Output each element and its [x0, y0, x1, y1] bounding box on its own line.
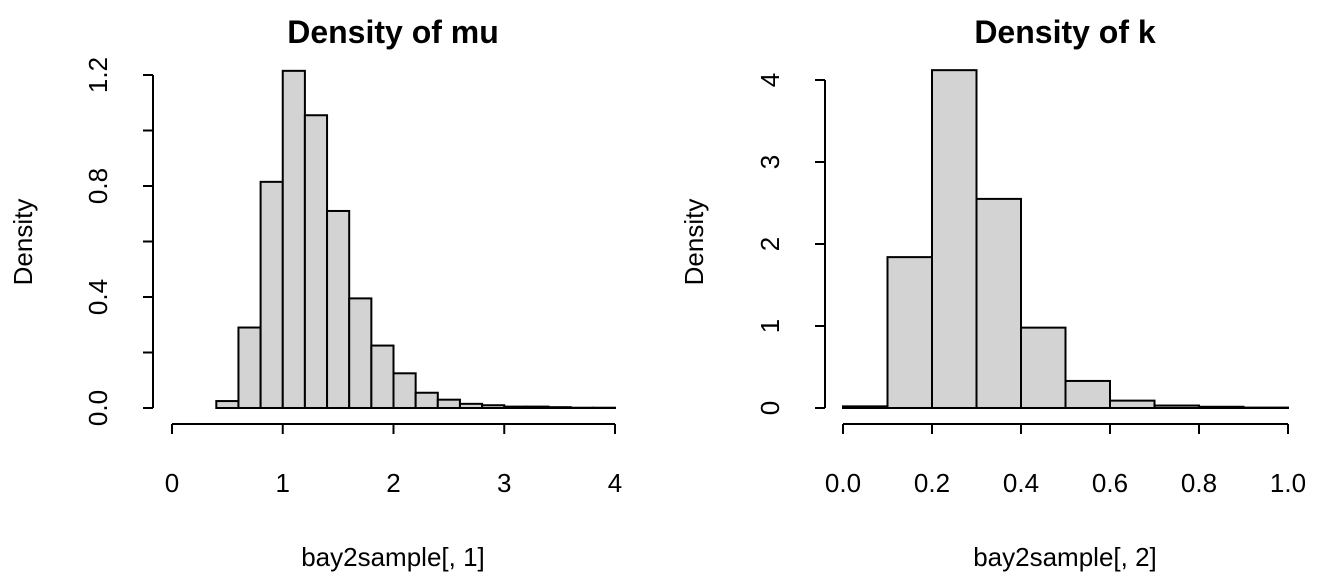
y-tick-label: 0.4	[83, 279, 113, 315]
y-tick-label: 0.0	[83, 390, 113, 426]
x-axis: 0.0 0.2 0.4 0.6 0.8 1.0	[825, 423, 1306, 498]
x-tick-label: 0.0	[825, 468, 861, 498]
histogram-bar	[525, 405, 550, 409]
x-tick-label: 0.8	[1181, 468, 1217, 498]
chart-title: Density of mu	[287, 14, 499, 50]
histogram-bars	[215, 69, 616, 410]
x-tick-label: 0.6	[1092, 468, 1128, 498]
histogram-bar	[392, 372, 417, 409]
x-tick-label: 0.4	[1003, 468, 1039, 498]
histogram-bar	[237, 326, 262, 409]
y-tick-label: 3	[755, 155, 785, 169]
y-tick-label: 2	[755, 237, 785, 251]
histogram-bar	[481, 404, 506, 410]
y-axis-label: Density	[679, 199, 709, 286]
histogram-bar	[259, 180, 284, 409]
histogram-bar	[842, 405, 889, 409]
histogram-bar	[326, 209, 351, 409]
histogram-bar	[1198, 405, 1245, 409]
y-axis: 0.0 0.4 0.8 1.2	[83, 57, 154, 426]
y-tick-label: 1.2	[83, 57, 113, 93]
histogram-bar	[370, 344, 395, 409]
x-tick-label: 1	[276, 468, 290, 498]
y-tick-label: 4	[755, 73, 785, 87]
histogram-bar	[281, 69, 306, 409]
y-axis: 0 1 2 3 4	[755, 73, 826, 415]
histogram-bar	[1064, 379, 1111, 410]
panel-density-k: Density of k bay2sample[, 2] Density 0.0…	[679, 14, 1306, 572]
histogram-bar	[931, 69, 978, 409]
chart-title: Density of k	[974, 14, 1156, 50]
x-axis: 0 1 2 3 4	[165, 423, 622, 498]
x-axis-label: bay2sample[, 2]	[973, 542, 1157, 572]
histogram-bar	[1109, 399, 1156, 409]
histogram-bar	[414, 391, 439, 409]
y-axis-label: Density	[8, 199, 38, 286]
histogram-bar	[303, 114, 329, 410]
histogram-bar	[215, 400, 240, 409]
histogram-bar	[458, 402, 484, 409]
y-tick-label: 1	[755, 319, 785, 333]
histogram-bar	[1153, 404, 1200, 410]
x-tick-label: 3	[497, 468, 511, 498]
x-tick-label: 4	[608, 468, 622, 498]
y-tick-label: 0.8	[83, 168, 113, 204]
histogram-bar	[975, 197, 1022, 409]
histogram-bar	[348, 297, 373, 410]
panel-density-mu: Density of mu bay2sample[, 1] Density 0 1…	[8, 14, 622, 572]
histogram-bar	[503, 405, 528, 409]
y-tick-label: 0	[755, 401, 785, 415]
x-tick-label: 0	[165, 468, 179, 498]
x-tick-label: 1.0	[1270, 468, 1306, 498]
x-tick-label: 2	[386, 468, 400, 498]
histogram-bar	[886, 256, 933, 409]
histogram-bars	[842, 69, 1289, 410]
x-axis-label: bay2sample[, 1]	[301, 542, 485, 572]
histogram-bar	[1020, 326, 1067, 410]
x-tick-label: 0.2	[914, 468, 950, 498]
histogram-bar	[436, 398, 461, 409]
histogram-bar	[547, 406, 572, 410]
